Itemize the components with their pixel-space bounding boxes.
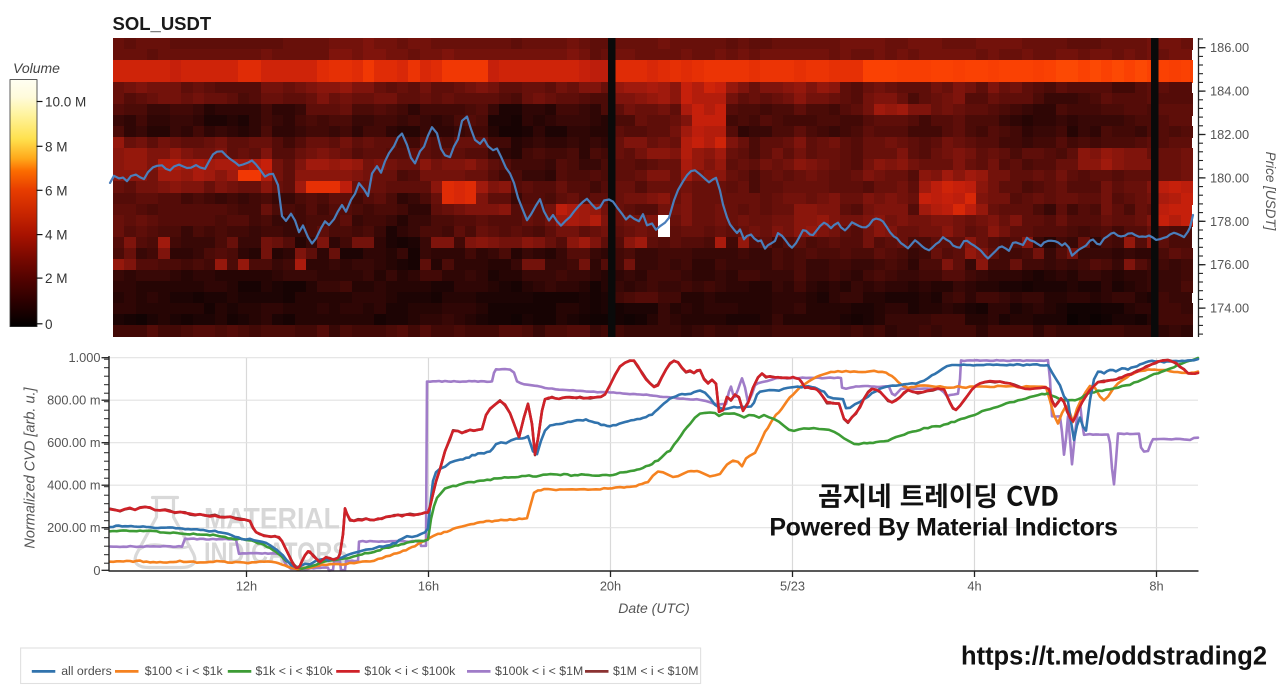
svg-text:184.00: 184.00 bbox=[1210, 84, 1249, 99]
svg-text:6 M: 6 M bbox=[45, 183, 68, 198]
svg-text:174.00: 174.00 bbox=[1210, 301, 1249, 316]
svg-text:$10k < i < $100k: $10k < i < $100k bbox=[364, 664, 456, 678]
svg-text:600.00 m: 600.00 m bbox=[47, 435, 100, 450]
svg-text:180.00: 180.00 bbox=[1210, 170, 1249, 185]
svg-text:0: 0 bbox=[93, 563, 100, 578]
svg-text:0: 0 bbox=[45, 317, 53, 332]
svg-text:176.00: 176.00 bbox=[1210, 257, 1249, 272]
svg-text:$100k < i < $1M: $100k < i < $1M bbox=[495, 664, 583, 678]
svg-text:8h: 8h bbox=[1149, 579, 1163, 594]
svg-text:Date (UTC): Date (UTC) bbox=[618, 600, 690, 616]
svg-text:all orders: all orders bbox=[61, 664, 112, 678]
svg-text:178.00: 178.00 bbox=[1210, 214, 1249, 229]
svg-text:182.00: 182.00 bbox=[1210, 127, 1249, 142]
svg-text:4h: 4h bbox=[967, 579, 981, 594]
svg-text:4 M: 4 M bbox=[45, 228, 68, 243]
svg-text:$1k < i < $10k: $1k < i < $10k bbox=[256, 664, 334, 678]
svg-text:Volume: Volume bbox=[13, 60, 60, 76]
svg-text:16h: 16h bbox=[418, 579, 439, 594]
svg-text:MATERIAL: MATERIAL bbox=[204, 503, 340, 536]
svg-text:8 M: 8 M bbox=[45, 139, 68, 154]
svg-text:https://t.me/oddstrading2: https://t.me/oddstrading2 bbox=[961, 643, 1267, 671]
svg-text:5/23: 5/23 bbox=[780, 579, 805, 594]
svg-text:$100 < i < $1k: $100 < i < $1k bbox=[145, 664, 224, 678]
svg-text:800.00 m: 800.00 m bbox=[47, 393, 100, 408]
svg-text:SOL_USDT: SOL_USDT bbox=[113, 13, 212, 34]
svg-text:2 M: 2 M bbox=[45, 271, 68, 286]
svg-text:1.000: 1.000 bbox=[68, 350, 100, 365]
svg-text:12h: 12h bbox=[236, 579, 257, 594]
svg-text:10.0 M: 10.0 M bbox=[45, 95, 86, 110]
svg-text:186.00: 186.00 bbox=[1210, 40, 1249, 55]
svg-text:Powered By Material Indictors: Powered By Material Indictors bbox=[769, 514, 1117, 542]
svg-text:20h: 20h bbox=[600, 579, 621, 594]
svg-text:200.00 m: 200.00 m bbox=[47, 520, 100, 535]
svg-text:$1M < i < $10M: $1M < i < $10M bbox=[613, 664, 698, 678]
svg-text:Price [USDT]: Price [USDT] bbox=[1263, 152, 1278, 232]
svg-text:Normalized CVD [arb. u.]: Normalized CVD [arb. u.] bbox=[23, 386, 39, 548]
svg-text:400.00 m: 400.00 m bbox=[47, 478, 100, 493]
